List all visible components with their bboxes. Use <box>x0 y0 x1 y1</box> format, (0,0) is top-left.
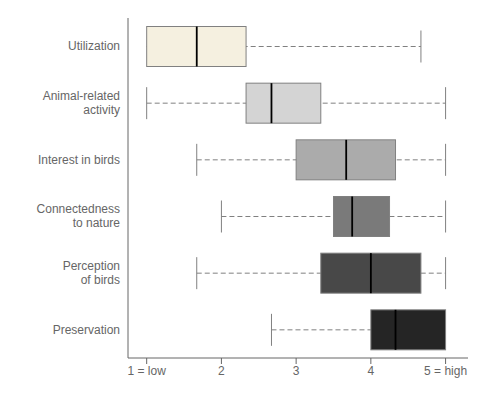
svg-text:Perceptionof birds: Perceptionof birds <box>63 259 120 287</box>
svg-text:4: 4 <box>368 364 375 378</box>
svg-text:Connectednessto nature: Connectednessto nature <box>37 202 121 230</box>
svg-text:Preservation: Preservation <box>53 323 120 337</box>
svg-text:2: 2 <box>218 364 225 378</box>
svg-text:3: 3 <box>293 364 300 378</box>
svg-text:1 = low: 1 = low <box>128 364 167 378</box>
svg-text:Interest in birds: Interest in birds <box>38 153 120 167</box>
svg-text:Animal-relatedactivity: Animal-relatedactivity <box>43 89 120 117</box>
svg-text:5 = high: 5 = high <box>424 364 467 378</box>
svg-text:Utilization: Utilization <box>68 39 120 53</box>
